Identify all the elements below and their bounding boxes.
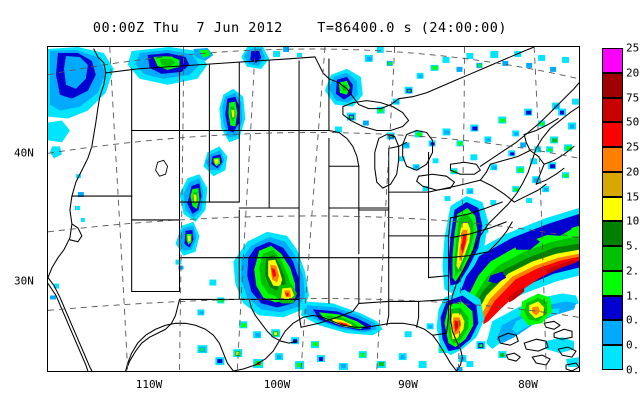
precip-pacific-northwest	[48, 47, 114, 159]
colorbar-band-75	[602, 97, 623, 123]
colorbar-label-12: 0.10	[626, 338, 640, 352]
map-plot-area	[47, 46, 580, 372]
x-tick-90w: 90W	[398, 378, 418, 391]
y-tick-40n: 40N	[14, 146, 34, 160]
colorbar-band-20	[602, 171, 623, 197]
colorbar-label-11: 0.25	[626, 313, 640, 327]
precipitation-field	[48, 47, 579, 371]
colorbar-label-8: 5.	[626, 239, 640, 253]
colorbar-band-5	[602, 246, 623, 271]
colorbar-label-9: 2.	[626, 264, 640, 278]
colorbar	[602, 48, 623, 370]
colorbar-band-50	[602, 122, 623, 148]
colorbar-label-4: 25.	[626, 140, 640, 154]
colorbar-band-2	[602, 270, 623, 296]
map-graticule	[48, 47, 579, 371]
x-tick-110w: 110W	[135, 378, 163, 391]
colorbar-label-7: 10.	[626, 214, 640, 228]
precip-front-range-line	[175, 88, 246, 270]
precip-dakotas-cells	[241, 47, 303, 69]
figure-title: 00:00Z Thu 7 Jun 2012 T=86400.0 s (24:00…	[92, 20, 508, 36]
precip-carolinas-inland-band	[442, 196, 489, 294]
map-canvas	[48, 47, 579, 371]
colorbar-label-3: 50.	[626, 115, 640, 129]
colorbar-label-2: 75.	[626, 91, 640, 105]
colorbar-band-1	[602, 295, 623, 321]
map-geography	[48, 47, 579, 371]
precip-northeast-scattered	[516, 98, 579, 204]
precip-midwest-scattered	[386, 102, 561, 261]
colorbar-label-13: 0.01	[626, 363, 640, 377]
colorbar-label-5: 20.	[626, 165, 640, 179]
colorbar-band-025	[602, 320, 623, 346]
colorbar-band-25	[602, 147, 623, 172]
colorbar-band-200	[602, 72, 623, 98]
colorbar-label-10: 1.	[626, 289, 640, 303]
y-tick-30n: 30N	[14, 274, 34, 288]
colorbar-label-6: 15.	[626, 190, 640, 204]
colorbar-band-15	[602, 196, 623, 222]
colorbar-band-10	[602, 221, 623, 247]
colorbar-band-010	[602, 345, 623, 370]
x-tick-100w: 100W	[263, 378, 291, 391]
colorbar-label-1: 200.	[626, 66, 640, 80]
colorbar-band-250	[602, 48, 623, 73]
colorbar-label-0: 250.	[626, 41, 640, 55]
x-tick-80w: 80W	[518, 378, 538, 391]
